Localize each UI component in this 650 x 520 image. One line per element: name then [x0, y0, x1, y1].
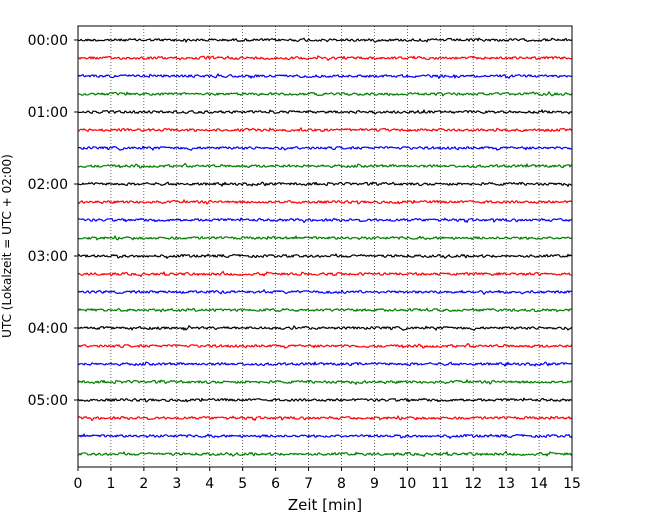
- x-tick-label-1: 1: [106, 476, 115, 492]
- trace-0345: [77, 307, 573, 313]
- y-tick-label-05:00: 05:00: [28, 393, 68, 409]
- plot-background: [78, 26, 572, 467]
- trace-0245: [77, 235, 573, 241]
- trace-0200: [77, 181, 573, 187]
- y-tick-label-03:00: 03:00: [28, 249, 68, 265]
- x-tick-label-10: 10: [398, 476, 416, 492]
- trace-0415: [77, 342, 573, 349]
- y-tick-label-00:00: 00:00: [28, 33, 68, 49]
- trace-group: [77, 37, 573, 457]
- trace-0030: [77, 73, 573, 79]
- trace-0215: [77, 199, 573, 205]
- trace-0430: [77, 361, 573, 367]
- trace-0400: [77, 325, 573, 331]
- trace-0500: [77, 397, 573, 403]
- trace-0115: [77, 127, 573, 133]
- trace-0230: [77, 217, 573, 224]
- x-tick-label-13: 13: [497, 476, 515, 492]
- x-tick-label-4: 4: [205, 476, 214, 492]
- trace-0045: [77, 91, 573, 97]
- trace-0545: [77, 450, 573, 457]
- x-axis-label: Zeit [min]: [288, 496, 362, 514]
- x-tick-label-9: 9: [370, 476, 379, 492]
- x-tick-label-11: 11: [431, 476, 449, 492]
- y-tick-label-01:00: 01:00: [28, 105, 68, 121]
- x-tick-label-12: 12: [464, 476, 482, 492]
- x-tick-label-5: 5: [238, 476, 247, 492]
- trace-0130: [77, 145, 573, 151]
- x-tick-label-7: 7: [304, 476, 313, 492]
- x-axis-ticks: 0 1 2 3 4 5 6 7 8 9 10 11 12 13 14 15: [74, 467, 581, 492]
- x-tick-label-3: 3: [172, 476, 181, 492]
- x-tick-label-8: 8: [337, 476, 346, 492]
- trace-0015: [77, 55, 573, 61]
- trace-0300: [77, 253, 573, 259]
- trace-0530: [77, 433, 573, 439]
- x-tick-label-2: 2: [139, 476, 148, 492]
- y-tick-label-04:00: 04:00: [28, 321, 68, 337]
- x-tick-label-15: 15: [563, 476, 581, 492]
- x-tick-label-14: 14: [530, 476, 548, 492]
- trace-0515: [77, 415, 573, 422]
- trace-0000: [77, 37, 573, 43]
- trace-0330: [77, 289, 573, 295]
- x-tick-label-6: 6: [271, 476, 280, 492]
- trace-0445: [77, 379, 573, 385]
- trace-0100: [77, 109, 573, 115]
- plot-frame: [77, 25, 573, 468]
- y-tick-label-02:00: 02:00: [28, 177, 68, 193]
- trace-0145: [77, 162, 573, 169]
- trace-0315: [77, 270, 573, 277]
- y-axis-ticks: 00:00 01:00 02:00 03:00 04:00 05:00: [28, 33, 78, 409]
- y-axis-label: UTC (Lokalzeit = UTC + 02:00): [0, 154, 14, 338]
- x-tick-label-0: 0: [74, 476, 83, 492]
